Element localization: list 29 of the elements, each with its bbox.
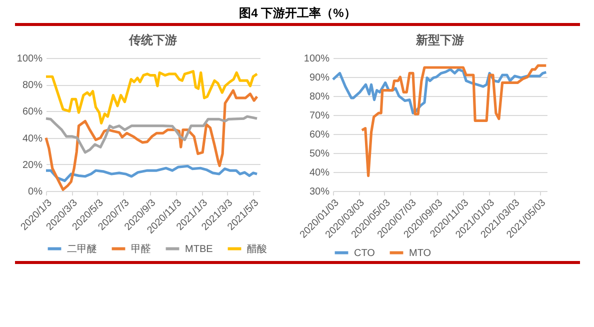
- y-tick-label: 40%: [22, 133, 43, 144]
- y-tick-label: 0%: [28, 186, 43, 198]
- chart-title: 传统下游: [128, 33, 177, 47]
- caption: 图4 下游开工率（%）: [15, 0, 580, 26]
- y-tick-label: 100%: [304, 54, 330, 64]
- y-tick-label: 80%: [22, 80, 43, 92]
- legend-label: 醋酸: [247, 242, 267, 255]
- line-series: [44, 115, 258, 154]
- y-tick-label: 40%: [309, 168, 330, 178]
- y-tick-label: 90%: [309, 72, 330, 84]
- line-series: [44, 164, 258, 182]
- y-tick-label: 70%: [309, 110, 330, 122]
- y-tick-label: 30%: [309, 186, 330, 198]
- y-tick-label: 20%: [22, 160, 43, 171]
- y-tick-label: 60%: [22, 106, 43, 118]
- line-series: [332, 68, 548, 114]
- legend-label: 甲醛: [131, 242, 151, 255]
- legend-label: CTO: [354, 248, 376, 259]
- line-series: [360, 64, 548, 178]
- chart-title: 新型下游: [415, 33, 464, 47]
- y-tick-label: 60%: [309, 130, 330, 140]
- legend-label: 二甲醚: [67, 242, 97, 255]
- y-tick-label: 50%: [309, 148, 330, 160]
- legend-label: MTBE: [185, 244, 214, 255]
- y-tick-label: 80%: [309, 92, 330, 102]
- line-series: [44, 89, 258, 191]
- y-tick-label: 100%: [16, 54, 43, 64]
- legend-label: MTO: [409, 248, 432, 259]
- line-series: [44, 70, 258, 124]
